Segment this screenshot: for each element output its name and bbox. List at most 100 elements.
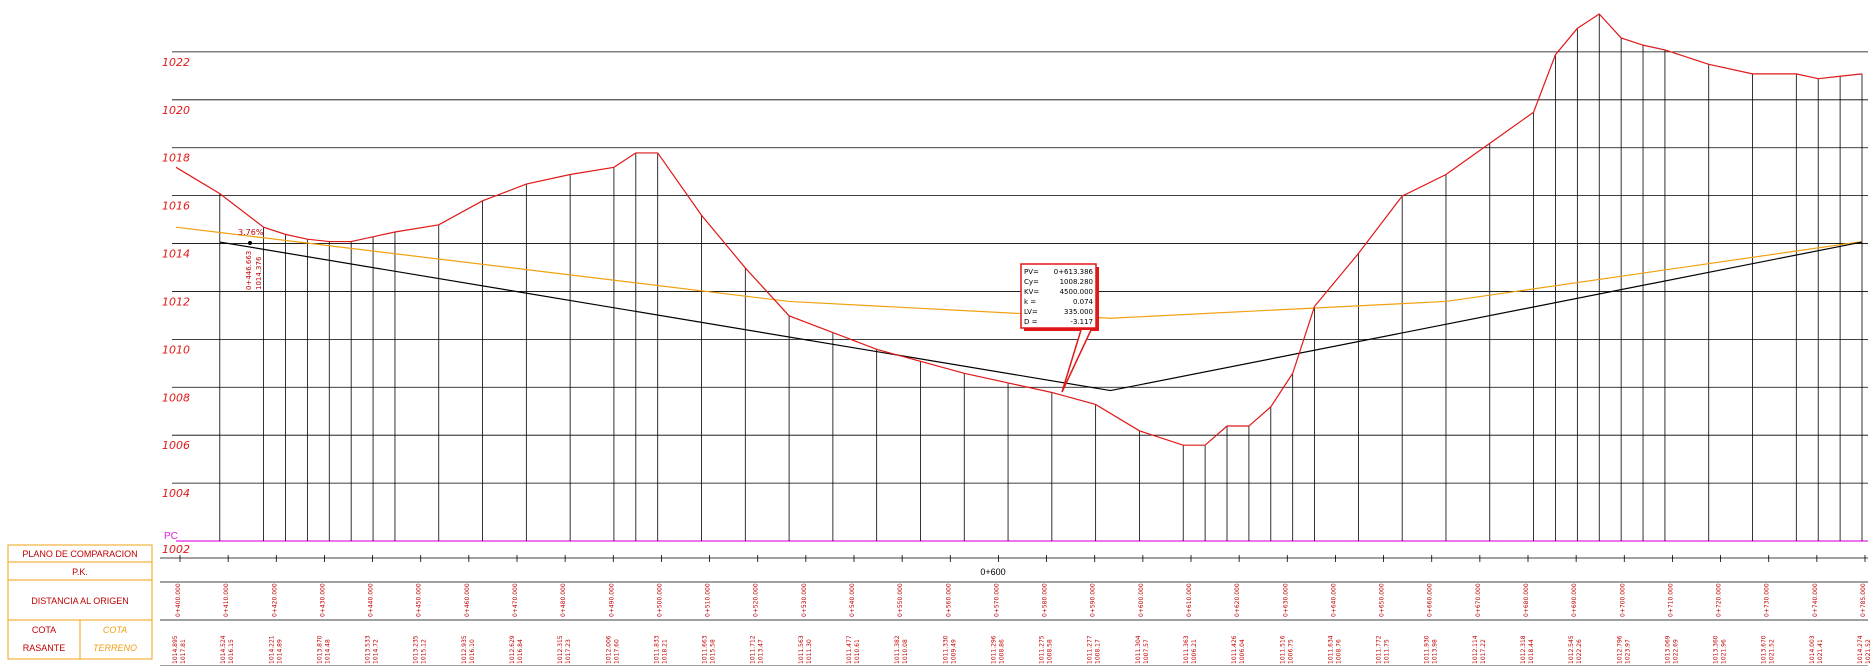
station-terreno-label: 1015.58: [710, 639, 717, 664]
legend-cota-terreno-2: TERRENO: [93, 643, 137, 653]
station-terreno-label: 1014.89: [276, 639, 283, 664]
station-pk-label: 0+610.000: [1186, 583, 1193, 617]
station-pk-label: 0+640.000: [1330, 583, 1337, 617]
station-terreno-label: 1014.72: [373, 639, 380, 664]
y-tick-label: 1020: [162, 104, 190, 117]
vertex-key: LV=: [1024, 308, 1038, 316]
station-rasante-label: 1011.663: [702, 635, 709, 664]
station-pk-label: 0+580.000: [1042, 583, 1049, 617]
station-pk-label: 0+785.000: [1860, 583, 1867, 617]
station-terreno-label: 1017.60: [613, 639, 620, 664]
station-pk-label: 0+650.000: [1379, 583, 1386, 617]
station-rasante-label: 1011.426: [1231, 635, 1238, 664]
station-rasante-label: 1011.563: [798, 635, 805, 664]
station-pk-label: 0+420.000: [271, 583, 278, 617]
station-terreno-label: 1015.12: [421, 639, 428, 664]
station-pk-label: 0+690.000: [1571, 583, 1578, 617]
station-terreno-label: 1011.30: [806, 639, 813, 664]
legend-cota-rasante-1: COTA: [32, 625, 56, 635]
annotation-point: [248, 241, 252, 245]
station-terreno-label: 1013.98: [1432, 639, 1439, 664]
station-rasante-label: 1011.772: [1376, 635, 1383, 664]
vertex-value: 1008.280: [1060, 278, 1093, 286]
station-rasante-label: 1011.930: [1424, 635, 1431, 664]
vertex-value: 4500.000: [1060, 288, 1093, 296]
y-tick-label: 1018: [162, 152, 190, 165]
y-tick-label: 1002: [162, 543, 190, 556]
station-rasante-label: 1013.670: [1761, 635, 1768, 664]
station-rasante-label: 1012.006: [605, 635, 612, 664]
vertex-value: 335.000: [1064, 308, 1093, 316]
station-terreno-label: 1017.23: [565, 639, 572, 664]
station-rasante-label: 1014.003: [1809, 635, 1816, 664]
station-terreno-label: 1016.10: [469, 639, 476, 664]
station-rasante-label: 1011.833: [653, 635, 660, 664]
vertex-key: k =: [1024, 298, 1036, 306]
station-rasante-label: 1013.235: [413, 635, 420, 664]
y-axis-labels: 1002 1004 1006 1008 1010 1012 1014 1016 1018 1020…: [162, 56, 190, 556]
station-rasante-label: 1014.221: [268, 635, 275, 664]
station-terreno-label: 1017.81: [180, 639, 187, 664]
station-rasante-label: 1012.545: [1568, 635, 1575, 664]
station-rasante-label: 1013.360: [1713, 635, 1720, 664]
station-pk-label: 0+530.000: [801, 583, 808, 617]
pk-band-label: 0+600: [980, 567, 1005, 577]
vertex-value: -3.117: [1070, 318, 1093, 326]
station-terreno-label: 1018.44: [1528, 639, 1535, 664]
station-pk-label: 0+490.000: [608, 583, 615, 617]
station-rasante-label: 1011.296: [990, 635, 997, 664]
station-terreno-label: 1017.22: [1480, 639, 1487, 664]
station-rasante-label: 1011.477: [846, 635, 853, 664]
y-tick-label: 1022: [162, 56, 190, 69]
station-rasante-label: 1011.712: [750, 635, 757, 664]
y-tick-label: 1010: [162, 343, 190, 356]
annotation-z: 1014.376: [255, 256, 263, 290]
station-terreno-label: 1010.08: [902, 639, 909, 664]
station-rasante-label: 1012.315: [557, 635, 564, 664]
station-rasante-label: 1011.516: [1279, 635, 1286, 664]
station-pk-label: 0+710.000: [1667, 583, 1674, 617]
station-rasante-label: 1011.634: [1327, 635, 1334, 664]
station-terreno-label: 1022.69: [1672, 639, 1679, 664]
y-tick-label: 1014: [162, 248, 190, 261]
station-pk-label: 0+680.000: [1523, 583, 1530, 617]
vertex-key: D =: [1024, 318, 1038, 326]
station-terreno-label: 1008.86: [998, 639, 1005, 664]
station-pk-label: 0+590.000: [1090, 583, 1097, 617]
grid: [172, 51, 1868, 542]
station-rasante-label: 1014.895: [172, 635, 179, 664]
station-rasante-label: 1012.318: [1520, 635, 1527, 664]
station-terreno-label: 1006.21: [1191, 639, 1198, 664]
station-pk-label: 0+600.000: [1138, 583, 1145, 617]
station-terreno-label: 1018.21: [661, 639, 668, 664]
vertex-pointer: [1061, 329, 1092, 393]
station-terreno-label: 1021.96: [1721, 639, 1728, 664]
station-pk-label: 0+500.000: [656, 583, 663, 617]
station-terreno-label: 1009.49: [950, 639, 957, 664]
station-terreno-label: 1008.76: [1335, 639, 1342, 664]
vertex-key: KV=: [1024, 288, 1039, 296]
station-pk-label: 0+450.000: [416, 583, 423, 617]
vertex-value: 0+613.386: [1054, 268, 1094, 276]
legend-pk: P.K.: [72, 567, 88, 577]
station-pk-label: 0+410.000: [223, 583, 230, 617]
station-pk-label: 0+480.000: [560, 583, 567, 617]
station-rasante-label: 1012.935: [461, 635, 468, 664]
station-rasante-label: 1011.382: [894, 635, 901, 664]
station-terreno-label: 1006.04: [1239, 639, 1246, 664]
station-rasante-label: 1013.533: [365, 635, 372, 664]
station-terreno-label: 1007.57: [1143, 639, 1150, 664]
vertical-curve-line: [175, 226, 1863, 319]
station-terreno-label: 1021.41: [1817, 639, 1824, 664]
terrain-line: [175, 13, 1863, 446]
station-pk-label: 0+620.000: [1234, 583, 1241, 617]
station-pk-label: 0+470.000: [512, 583, 519, 617]
annotation-grade: 3.76%: [238, 228, 264, 237]
legend-cota-terreno-1: COTA: [103, 625, 127, 635]
station-pk-label: 0+700.000: [1619, 583, 1626, 617]
station-pk-label: 0+430.000: [319, 583, 326, 617]
station-rasante-label: 1013.069: [1664, 635, 1671, 664]
station-rasante-label: 1011.277: [1087, 635, 1094, 664]
annotations: PC 3.76% 0+446.663 1014.376 PV= 0+613.386 Cy= 1…: [164, 228, 1099, 542]
